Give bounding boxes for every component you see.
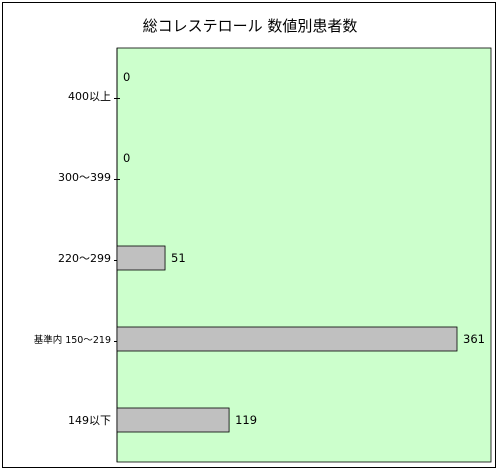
bar-4 [116,407,230,433]
bar-2 [116,245,166,271]
value-labels: 0 0 51 361 119 [123,70,485,427]
category-label: 基準内 150～219 [34,334,111,346]
bar-3 [116,326,458,352]
bars [116,245,458,433]
category-label: 149以下 [68,414,111,427]
chart-frame: 総コレステロール 数値別患者数 400以上 300～399 220～299 基準内 1… [2,2,496,468]
value-label: 0 [123,70,130,84]
value-label: 0 [123,151,130,165]
bar-chart: 400以上 300～399 220～299 基準内 150～219 149以下 0 0 51… [34,47,492,463]
value-label: 119 [235,413,257,427]
category-labels: 400以上 300～399 220～299 基準内 150～219 149以下 [34,90,111,427]
category-label: 220～299 [58,252,111,265]
category-label: 300～399 [58,171,111,184]
chart-title: 総コレステロール 数値別患者数 [142,17,358,35]
value-label: 361 [463,332,485,346]
plot-area [116,47,492,463]
value-label: 51 [171,251,186,265]
category-label: 400以上 [68,90,111,103]
